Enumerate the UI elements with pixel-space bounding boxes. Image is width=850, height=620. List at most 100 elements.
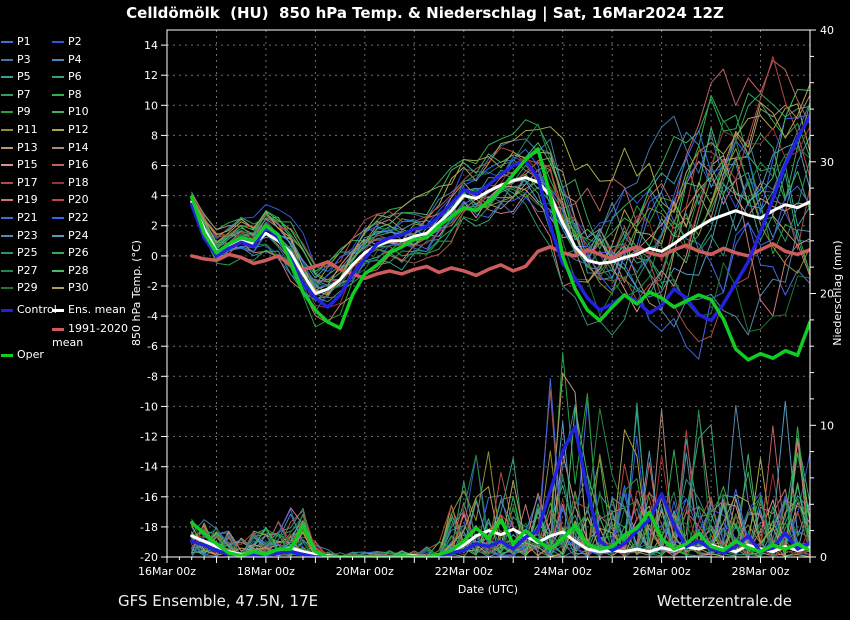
legend-item-p9: P9 (1, 105, 31, 119)
footer-site-credit: Wetterzentrale.de (656, 592, 792, 610)
legend-item-p14-label: P14 (68, 140, 89, 154)
legend-item-p1-swatch (1, 41, 13, 43)
legend-item-p13-swatch (1, 146, 13, 149)
legend-item-p28-label: P28 (68, 263, 89, 277)
legend-item-p3: P3 (1, 53, 31, 67)
legend-item-p6-swatch (52, 76, 64, 79)
y-left-tick-label: -14 (140, 461, 158, 474)
legend-item-p7: P7 (1, 88, 31, 102)
legend-item-oper-swatch (1, 353, 13, 357)
y-left-tick-label: 8 (151, 129, 158, 142)
legend-item-p4: P4 (52, 53, 82, 67)
legend-item-p5: P5 (1, 70, 31, 84)
legend-item-p11-label: P11 (17, 123, 38, 136)
legend-item-p30-label: P30 (68, 281, 89, 295)
legend-item-p8: P8 (52, 88, 82, 102)
legend-item-p15: P15 (1, 158, 38, 172)
legend-item-p21-label: P21 (17, 211, 38, 224)
y-left-tick-label: 14 (144, 39, 158, 52)
legend-item-p7-swatch (1, 93, 13, 96)
legend-item-ens-mean: Ens. mean (52, 303, 126, 317)
legend-item-p28-swatch (52, 269, 64, 272)
legend-item-p2-swatch (52, 41, 64, 43)
y-axis-label-right: Niederschlag (mm) (831, 240, 844, 345)
legend-item-p14: P14 (52, 141, 89, 155)
legend-item-p16: P16 (52, 158, 89, 172)
legend-item-p23-label: P23 (17, 228, 38, 242)
legend-item-p24-swatch (52, 234, 64, 237)
legend-item-oper-label: Oper (17, 348, 44, 361)
y-right-tick-label: 10 (820, 419, 834, 432)
legend-item-p10: P10 (52, 105, 89, 119)
legend-item-p26: P26 (52, 246, 89, 260)
legend-item-p24-label: P24 (68, 228, 89, 242)
legend-item-p27-label: P27 (17, 263, 38, 277)
y-left-tick-label: -12 (140, 431, 158, 444)
legend-item-p3-label: P3 (17, 52, 31, 66)
legend-item-control-swatch (1, 308, 13, 312)
y-left-tick-label: -18 (140, 521, 158, 534)
legend-item-p16-label: P16 (68, 158, 89, 172)
x-tick-label: 16Mar 00z (138, 565, 196, 578)
legend-item-p5-label: P5 (17, 70, 31, 84)
legend-item-p27: P27 (1, 264, 38, 278)
legend-item-p27-swatch (1, 269, 13, 272)
x-tick-label: 26Mar 00z (633, 565, 691, 578)
y-right-tick-label: 0 (820, 551, 827, 564)
y-right-tick-label: 40 (820, 24, 834, 37)
legend-item-p29-swatch (1, 287, 13, 290)
legend-item-p10-swatch (52, 111, 64, 114)
legend-item-p13-label: P13 (17, 140, 38, 154)
legend-item-p17: P17 (1, 176, 38, 190)
legend-item-p12-swatch (52, 129, 64, 131)
legend-item-p25-label: P25 (17, 246, 38, 260)
y-left-tick-label: -6 (147, 340, 158, 353)
legend-item-p22: P22 (52, 211, 89, 225)
x-tick-label: 20Mar 00z (336, 565, 394, 578)
legend-item-p9-swatch (1, 111, 13, 114)
y-left-tick-label: 10 (144, 99, 158, 112)
legend-item-p26-swatch (52, 252, 64, 255)
legend-item-p14-swatch (52, 146, 64, 149)
y-left-tick-label: 0 (151, 250, 158, 263)
legend-item-p17-swatch (1, 181, 13, 184)
legend-item-p30: P30 (52, 281, 89, 295)
member-temp-line-P19 (191, 161, 810, 324)
legend: P1 P2 P3 P4 P5 P6 P7 P8 P9 P10 P11 P12 P13 P14 P15 P16 P… (0, 0, 150, 400)
legend-item-p1-label: P1 (17, 35, 31, 48)
legend-item-ens-mean-swatch (52, 308, 64, 312)
ens-mean-temp-line (190, 176, 810, 295)
y-left-tick-label: 6 (151, 160, 158, 173)
member-temp-line-P28 (191, 89, 810, 283)
legend-item-p20-swatch (52, 199, 64, 202)
legend-item-p18: P18 (52, 176, 89, 190)
legend-item-p30-swatch (52, 287, 64, 290)
x-axis-label: Date (UTC) (458, 583, 518, 596)
legend-item-p11-swatch (1, 129, 13, 131)
legend-item-p20-label: P20 (68, 193, 89, 207)
legend-item-p19-swatch (1, 199, 13, 202)
legend-item-p13: P13 (1, 141, 38, 155)
legend-item-p15-swatch (1, 164, 13, 167)
legend-item-p25: P25 (1, 246, 38, 260)
y-left-tick-label: -2 (147, 280, 158, 293)
x-tick-label: 24Mar 00z (534, 565, 592, 578)
y-left-tick-label: -16 (140, 491, 158, 504)
legend-item-p6-label: P6 (68, 70, 82, 84)
legend-item-p1: P1 (1, 35, 31, 49)
legend-item-p4-swatch (52, 58, 64, 61)
member-temp-line-P30 (191, 83, 810, 296)
x-tick-label: 28Mar 00z (731, 565, 789, 578)
legend-item-p17-label: P17 (17, 175, 38, 189)
y-left-tick-label: -4 (147, 310, 158, 323)
legend-item-ens-mean-label: Ens. mean (68, 303, 126, 316)
legend-item-p3-swatch (1, 58, 13, 61)
legend-item-p2-label: P2 (68, 35, 82, 48)
legend-item-p18-swatch (52, 181, 64, 184)
member-precip-line-P17 (191, 389, 810, 557)
legend-item-p29: P29 (1, 281, 38, 295)
plot-border (166, 29, 811, 558)
